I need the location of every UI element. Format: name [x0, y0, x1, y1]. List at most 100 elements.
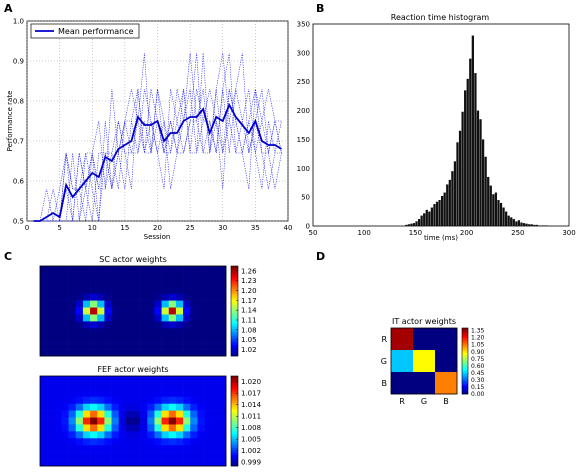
heatmap-cell — [118, 438, 127, 446]
heatmap-cell — [90, 396, 98, 404]
heatmap-cell — [40, 300, 48, 308]
heatmap-cell — [211, 349, 220, 357]
heatmap-cell — [140, 459, 148, 467]
heatmap-cell — [61, 459, 69, 467]
colorbar-segment — [231, 302, 238, 305]
heatmap-cell — [190, 286, 198, 294]
heatmap-cell — [147, 342, 155, 350]
panel-letter-c: C — [4, 250, 12, 263]
heatmap-cell — [118, 445, 127, 453]
heatmap-cell — [197, 342, 205, 350]
colorbar-segment — [231, 315, 238, 319]
heatmap-cell — [161, 382, 170, 391]
heatmap-cell — [204, 445, 212, 453]
heatmap-cell — [154, 328, 162, 336]
heatmap-cell — [118, 349, 127, 357]
heatmap-cell — [168, 424, 177, 432]
heatmap-cell — [190, 307, 198, 315]
colorbar-tick-label: 0.999 — [241, 459, 261, 467]
heatmap-cell — [111, 279, 119, 288]
heatmap-cell — [68, 321, 77, 329]
colorbar-tick-label: 1.23 — [241, 277, 257, 285]
heatmap-cell — [161, 417, 170, 425]
colorbar-segment — [231, 434, 238, 438]
heatmap-cell — [183, 459, 191, 467]
heatmap-cell — [90, 438, 98, 446]
heatmap-cell — [125, 342, 134, 350]
heatmap-cell — [161, 445, 170, 453]
colorbar-segment — [231, 286, 238, 289]
heatmap-cell — [61, 349, 69, 357]
heatmap-cell — [47, 376, 55, 384]
heatmap-cell — [204, 328, 212, 336]
heatmap-cell — [154, 314, 162, 322]
heatmap-cell — [118, 314, 127, 322]
heatmap-cell — [154, 279, 162, 288]
heatmap-cell — [168, 410, 177, 418]
heatmap-cell — [82, 396, 91, 404]
heatmap-cell — [47, 396, 55, 404]
heatmap-cell — [40, 279, 48, 288]
heatmap-cell — [161, 314, 170, 322]
heatmap-cell — [61, 417, 69, 425]
heatmap-cell — [204, 279, 212, 288]
colorbar-tick-label: 1.020 — [241, 378, 261, 386]
heatmap-cell — [47, 279, 55, 288]
heatmap-cell — [218, 424, 227, 432]
heatmap-cell — [175, 272, 184, 281]
heatmap-cell — [75, 335, 84, 343]
heatmap-cell — [104, 459, 112, 467]
heatmap-cell — [133, 417, 141, 425]
heatmap-cell — [183, 438, 191, 446]
sc-heatmap-title: SC actor weights — [99, 255, 167, 264]
individual-session-line — [33, 88, 282, 222]
heatmap-cell — [118, 396, 127, 404]
heatmap-cell — [104, 389, 112, 398]
heatmap-cell — [118, 452, 127, 460]
heatmap-cell — [125, 307, 134, 315]
heatmap-cell — [47, 389, 55, 398]
heatmap-cell — [197, 286, 205, 294]
mean-performance-line — [33, 102, 282, 222]
heatmap-cell — [82, 307, 91, 315]
heatmap-cell — [40, 445, 48, 453]
heatmap-cell — [97, 403, 105, 411]
heatmap-cell — [82, 376, 91, 384]
histogram-bar — [499, 202, 503, 226]
x-tick-label: 0 — [25, 224, 29, 232]
heatmap-cell — [147, 349, 155, 357]
heatmap-cell — [40, 452, 48, 460]
heatmap-cell — [218, 286, 227, 294]
colorbar-tick-label: 1.08 — [241, 326, 257, 334]
heatmap-cell — [47, 431, 55, 439]
histogram-bar — [469, 58, 472, 226]
colorbar-tick-label: 0.45 — [471, 370, 485, 377]
x-tick-label: 150 — [409, 229, 422, 237]
heatmap-cell — [161, 279, 170, 288]
heatmap-cell — [75, 300, 84, 308]
heatmap-cell — [211, 307, 220, 315]
heatmap-cell — [75, 293, 84, 301]
histogram-bar — [448, 179, 451, 226]
heatmap-cell — [47, 342, 55, 350]
panel-letter-d: D — [316, 250, 325, 263]
heatmap-cell — [154, 452, 162, 460]
heatmap-cell — [197, 328, 205, 336]
heatmap-cell — [183, 389, 191, 398]
heatmap-cell — [133, 431, 141, 439]
heatmap-cell — [68, 300, 77, 308]
colorbar-segment — [231, 461, 238, 465]
colorbar-segment — [231, 272, 238, 276]
heatmap-cell — [211, 410, 220, 418]
colorbar-segment — [231, 347, 238, 350]
heatmap-cell — [111, 445, 119, 453]
heatmap-cell — [40, 431, 48, 439]
heatmap-cell — [82, 321, 91, 329]
heatmap-cell — [68, 328, 77, 336]
histogram-bar — [474, 73, 477, 226]
y-tick-label: 0.7 — [13, 138, 24, 146]
heatmap-cell — [118, 376, 127, 384]
colorbar-segment — [231, 317, 238, 321]
colorbar-segment — [231, 430, 238, 433]
colorbar-segment — [231, 349, 238, 352]
